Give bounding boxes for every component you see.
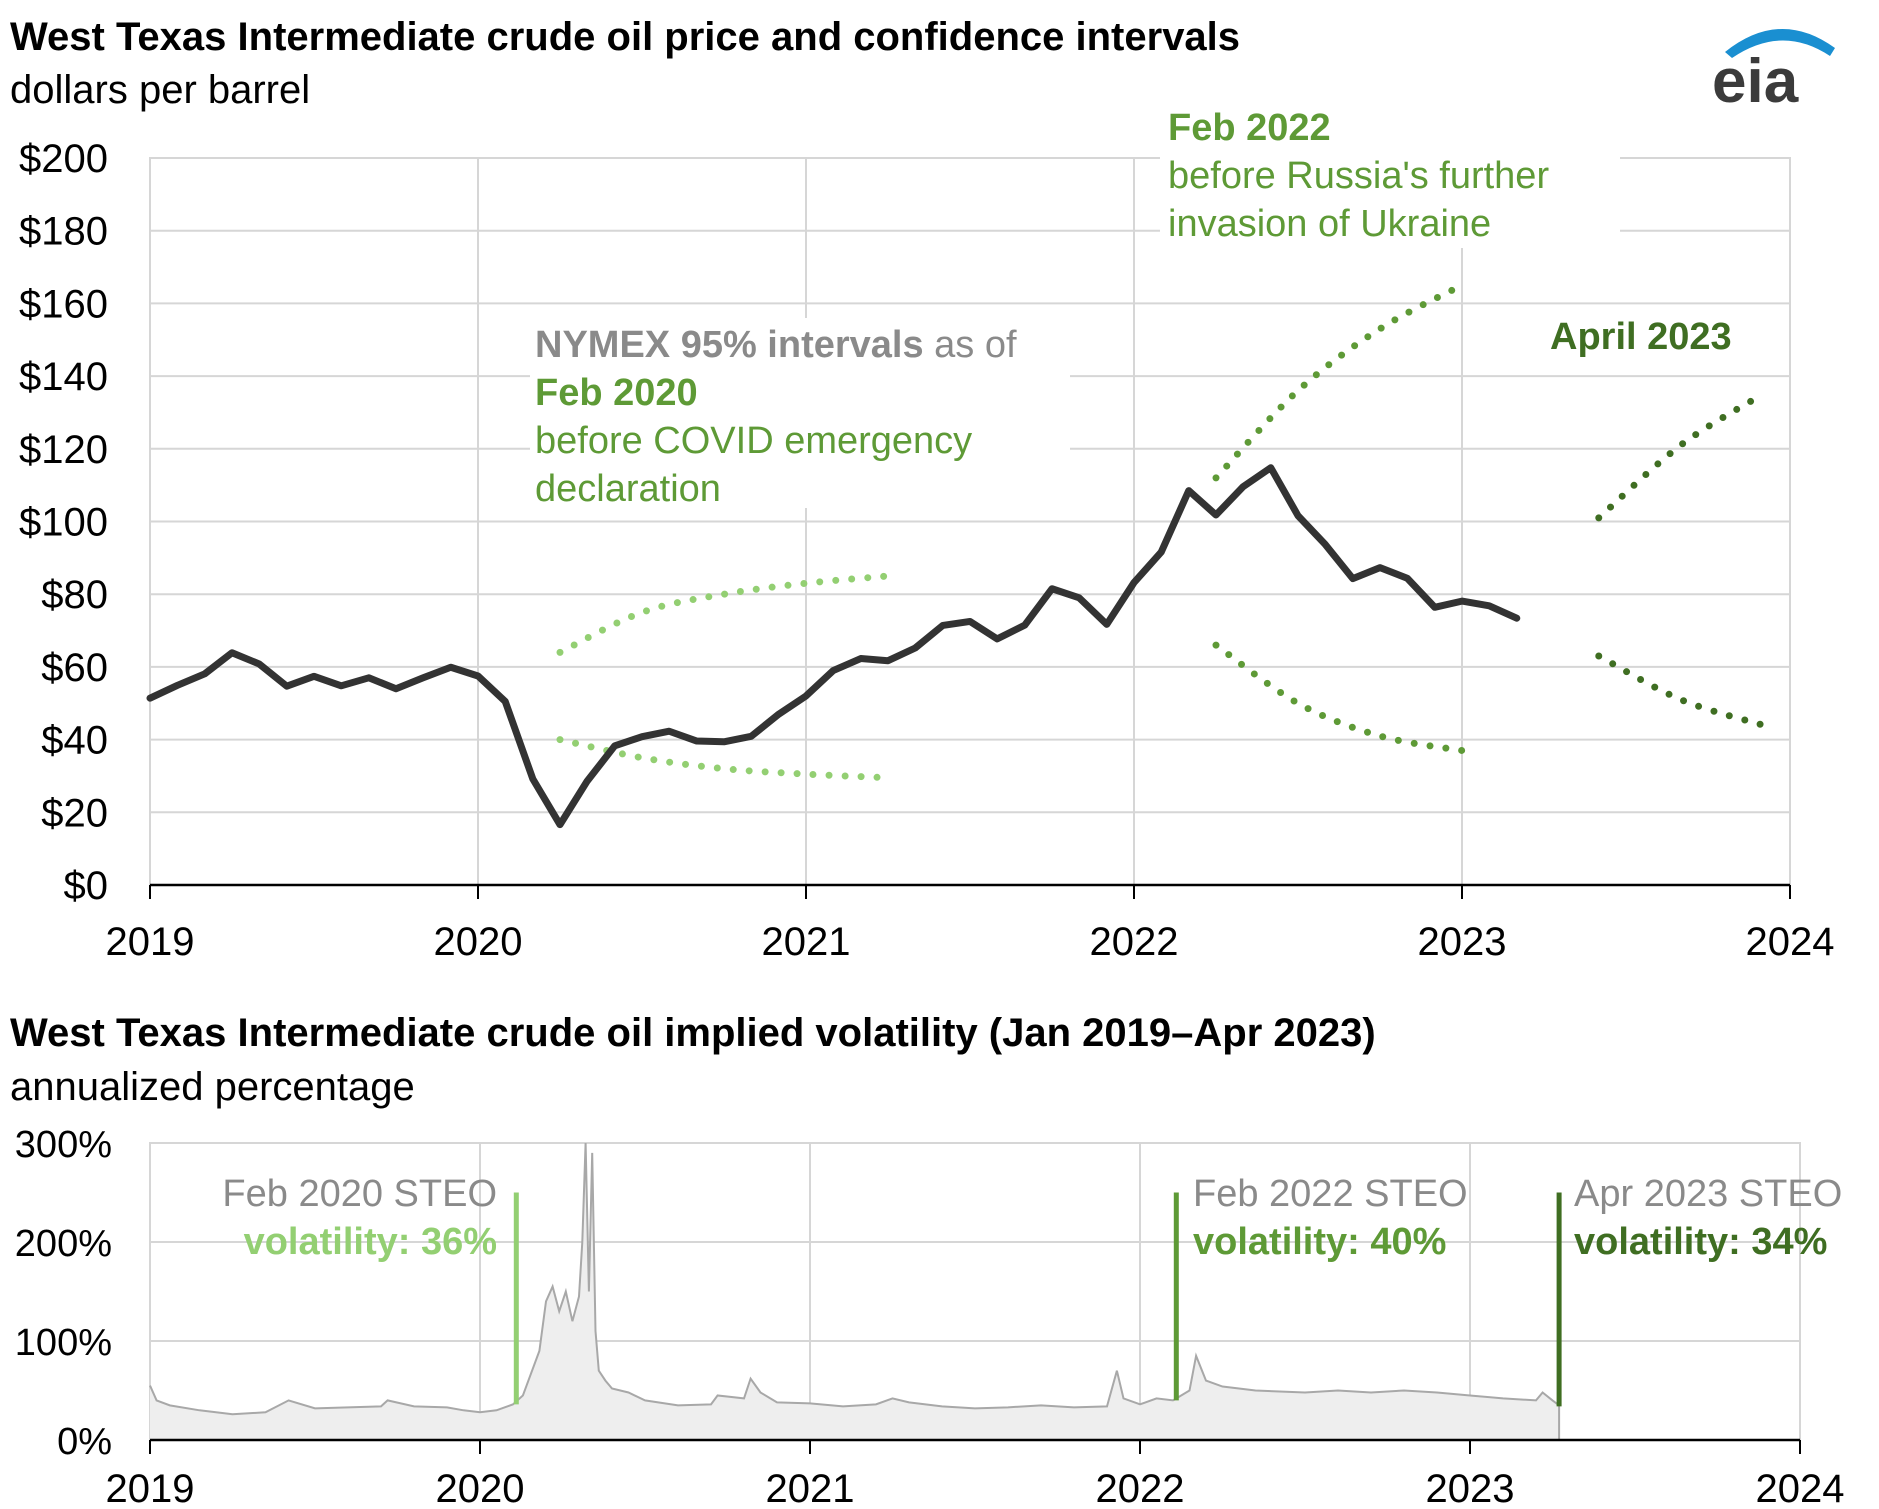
top-chart-grid bbox=[149, 157, 1791, 886]
top-x-tick-label: 2021 bbox=[762, 920, 851, 964]
steo-volatility-label: volatility: 36% bbox=[244, 1221, 497, 1263]
bottom-x-tick-label: 2024 bbox=[1756, 1467, 1845, 1509]
top-y-tick-label: $180 bbox=[19, 210, 108, 254]
feb2020-interval-lower bbox=[556, 736, 892, 782]
nymex-label-rest: as of bbox=[924, 324, 1017, 366]
apr2023-label-bg bbox=[1540, 310, 1765, 360]
top-x-tick-label: 2024 bbox=[1746, 920, 1835, 964]
steo-marker-label: Feb 2022 STEO bbox=[1193, 1173, 1468, 1215]
top-y-tick-label: $120 bbox=[19, 428, 108, 472]
bottom-y-tick-label: 0% bbox=[57, 1421, 112, 1463]
wti-price-line bbox=[146, 464, 1521, 829]
top-chart-subtitle: dollars per barrel bbox=[10, 68, 310, 112]
feb2022-interval-lower bbox=[1212, 641, 1466, 755]
top-y-tick-label: $60 bbox=[41, 646, 108, 690]
feb2022-label-line2: invasion of Ukraine bbox=[1168, 203, 1491, 245]
bottom-x-tick-label: 2023 bbox=[1426, 1467, 1515, 1509]
bottom-x-tick-label: 2021 bbox=[766, 1467, 855, 1509]
bottom-chart-title: West Texas Intermediate crude oil implie… bbox=[10, 1011, 1376, 1055]
top-y-tick-label: $20 bbox=[41, 791, 108, 835]
top-x-tick-label: 2023 bbox=[1418, 920, 1507, 964]
top-y-tick-label: $80 bbox=[41, 573, 108, 617]
top-y-tick-label: $200 bbox=[19, 137, 108, 181]
feb2022-label-title: Feb 2022 bbox=[1168, 107, 1331, 149]
confidence-intervals bbox=[556, 281, 1767, 782]
steo-markers: Feb 2020 STEO volatility: 36% Feb 2022 STE… bbox=[222, 1173, 1842, 1407]
logo-text: eia bbox=[1712, 47, 1799, 116]
top-y-tick-label: $0 bbox=[64, 864, 109, 908]
top-chart-title: West Texas Intermediate crude oil price … bbox=[10, 15, 1240, 59]
feb2022-label-bg bbox=[1160, 100, 1620, 248]
top-y-tick-label: $160 bbox=[19, 282, 108, 326]
feb2022-label-line1: before Russia's further bbox=[1168, 155, 1549, 197]
apr2023-label-title: April 2023 bbox=[1550, 316, 1732, 358]
top-y-tick-label: $140 bbox=[19, 355, 108, 399]
steo-volatility-label: volatility: 40% bbox=[1193, 1221, 1446, 1263]
logo-arc-icon bbox=[1725, 28, 1835, 58]
steo-marker-label: Apr 2023 STEO bbox=[1574, 1173, 1842, 1215]
feb2020-label-line1: before COVID emergency bbox=[535, 420, 972, 462]
feb2020-interval-upper bbox=[556, 572, 892, 656]
feb2020-label-title: Feb 2020 bbox=[535, 372, 698, 414]
bottom-y-tick-label: 300% bbox=[15, 1124, 112, 1166]
top-x-tick-label: 2022 bbox=[1090, 920, 1179, 964]
nymex-label-bg bbox=[530, 318, 1070, 508]
bottom-chart-subtitle: annualized percentage bbox=[10, 1065, 415, 1109]
steo-volatility-label: volatility: 34% bbox=[1574, 1221, 1827, 1263]
top-y-tick-label: $40 bbox=[41, 719, 108, 763]
feb2022-interval-upper bbox=[1212, 281, 1466, 482]
apr2023-interval-upper bbox=[1595, 390, 1767, 522]
bottom-chart-axes: 0% 100% 200% 300% 2019 2020 2021 2022 2023 2024 bbox=[15, 1124, 1845, 1509]
volatility-fill bbox=[150, 1143, 1560, 1440]
bottom-x-tick-label: 2022 bbox=[1096, 1467, 1185, 1509]
feb2020-label-line2: declaration bbox=[535, 468, 721, 510]
bottom-y-tick-label: 200% bbox=[15, 1223, 112, 1265]
top-x-tick-label: 2019 bbox=[106, 920, 195, 964]
top-y-tick-label: $100 bbox=[19, 501, 108, 545]
price-series bbox=[146, 464, 1521, 829]
eia-logo: eia bbox=[1712, 28, 1835, 116]
top-x-tick-label: 2020 bbox=[434, 920, 523, 964]
bottom-y-tick-label: 100% bbox=[15, 1322, 112, 1364]
nymex-label-bold: NYMEX 95% intervals bbox=[535, 324, 924, 366]
bottom-x-tick-label: 2019 bbox=[106, 1467, 195, 1509]
volatility-area bbox=[149, 1142, 1561, 1440]
steo-marker-label: Feb 2020 STEO bbox=[222, 1173, 497, 1215]
nymex-label: NYMEX 95% intervals as of bbox=[535, 324, 1017, 366]
bottom-x-tick-label: 2020 bbox=[436, 1467, 525, 1509]
apr2023-interval-lower bbox=[1595, 652, 1767, 729]
top-chart-axes: $0 $20 $40 $60 $80 $100 $120 $140 $160 $180 $200 20… bbox=[19, 137, 1834, 964]
volatility-line bbox=[149, 1142, 1561, 1440]
